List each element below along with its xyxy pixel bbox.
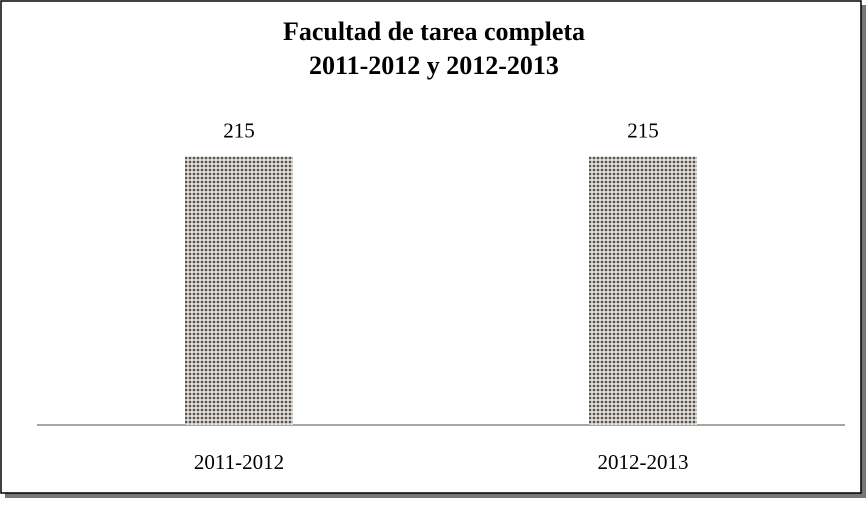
frame: [0, 0, 862, 494]
bar: [589, 156, 697, 425]
data-label: 215: [627, 118, 659, 142]
data-label: 215: [223, 118, 255, 142]
chart-title: Facultad de tarea completa: [283, 17, 585, 46]
x-tick-label: 2012-2013: [598, 450, 689, 474]
bar: [185, 156, 293, 425]
chart-subtitle: 2011-2012 y 2012-2013: [309, 51, 559, 80]
x-tick-label: 2011-2012: [194, 450, 284, 474]
